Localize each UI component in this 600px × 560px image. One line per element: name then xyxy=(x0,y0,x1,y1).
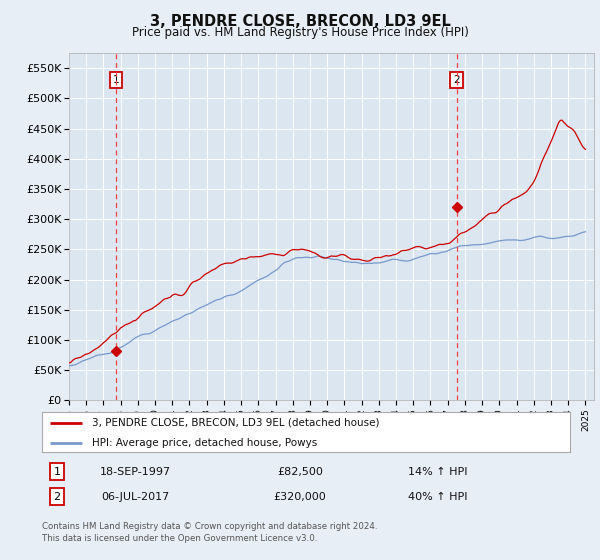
Text: 1: 1 xyxy=(53,466,61,477)
Text: 3, PENDRE CLOSE, BRECON, LD3 9EL: 3, PENDRE CLOSE, BRECON, LD3 9EL xyxy=(149,14,451,29)
Text: 18-SEP-1997: 18-SEP-1997 xyxy=(100,466,170,477)
Text: 2: 2 xyxy=(454,74,460,85)
Text: HPI: Average price, detached house, Powys: HPI: Average price, detached house, Powy… xyxy=(92,438,317,449)
Text: 06-JUL-2017: 06-JUL-2017 xyxy=(101,492,169,502)
Text: £320,000: £320,000 xyxy=(274,492,326,502)
Text: Contains HM Land Registry data © Crown copyright and database right 2024.
This d: Contains HM Land Registry data © Crown c… xyxy=(42,522,377,543)
Text: £82,500: £82,500 xyxy=(277,466,323,477)
Text: 2: 2 xyxy=(53,492,61,502)
Text: 3, PENDRE CLOSE, BRECON, LD3 9EL (detached house): 3, PENDRE CLOSE, BRECON, LD3 9EL (detach… xyxy=(92,418,380,428)
Text: 1: 1 xyxy=(113,74,119,85)
Text: 14% ↑ HPI: 14% ↑ HPI xyxy=(408,466,468,477)
Text: Price paid vs. HM Land Registry's House Price Index (HPI): Price paid vs. HM Land Registry's House … xyxy=(131,26,469,39)
Text: 40% ↑ HPI: 40% ↑ HPI xyxy=(408,492,468,502)
